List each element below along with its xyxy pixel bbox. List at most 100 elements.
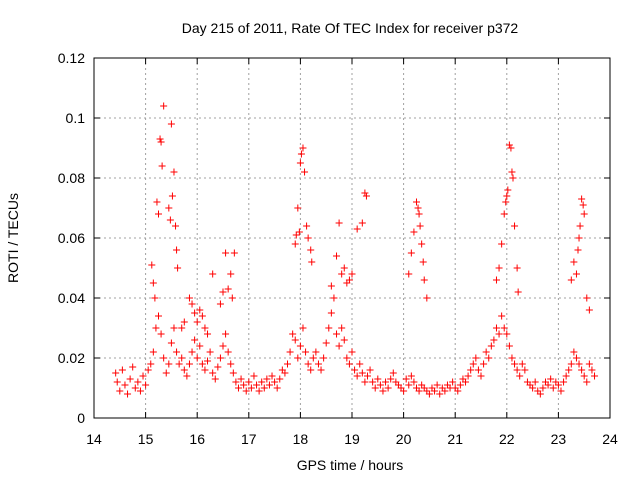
data-point bbox=[224, 348, 232, 356]
data-point bbox=[204, 330, 212, 338]
data-point bbox=[414, 204, 422, 212]
data-point bbox=[462, 378, 470, 386]
data-point bbox=[500, 324, 508, 332]
data-point bbox=[418, 240, 426, 248]
data-point bbox=[281, 369, 289, 377]
data-point bbox=[258, 378, 266, 386]
data-point bbox=[174, 264, 182, 272]
data-point bbox=[234, 384, 242, 392]
data-point bbox=[255, 387, 263, 395]
data-point bbox=[188, 300, 196, 308]
data-point bbox=[410, 378, 418, 386]
data-point bbox=[193, 318, 201, 326]
data-point bbox=[531, 378, 539, 386]
data-point bbox=[572, 354, 580, 362]
data-point bbox=[578, 195, 586, 203]
data-point bbox=[307, 366, 315, 374]
data-point bbox=[583, 294, 591, 302]
x-tick-label: 17 bbox=[241, 431, 257, 447]
data-point bbox=[363, 372, 371, 380]
data-point bbox=[188, 348, 196, 356]
data-point bbox=[295, 228, 303, 236]
data-point bbox=[539, 384, 547, 392]
data-point bbox=[454, 387, 462, 395]
data-point bbox=[180, 366, 188, 374]
data-point bbox=[297, 150, 305, 158]
y-tick-label: 0.04 bbox=[58, 290, 85, 306]
data-point bbox=[572, 270, 580, 278]
data-point bbox=[216, 354, 224, 362]
data-point bbox=[296, 342, 304, 350]
data-point bbox=[322, 339, 330, 347]
data-point bbox=[160, 354, 168, 362]
data-point bbox=[579, 201, 587, 209]
data-point bbox=[441, 387, 449, 395]
data-point bbox=[425, 390, 433, 398]
data-point bbox=[374, 375, 382, 383]
data-point bbox=[157, 330, 165, 338]
data-point bbox=[513, 264, 521, 272]
data-point bbox=[304, 360, 312, 368]
data-point bbox=[219, 342, 227, 350]
data-point bbox=[333, 330, 341, 338]
data-point bbox=[168, 192, 176, 200]
data-point bbox=[474, 366, 482, 374]
data-point bbox=[224, 285, 232, 293]
data-point bbox=[308, 258, 316, 266]
data-point bbox=[149, 279, 157, 287]
data-point bbox=[160, 102, 168, 110]
data-point bbox=[505, 141, 513, 149]
data-point bbox=[485, 354, 493, 362]
data-point bbox=[309, 354, 317, 362]
data-point bbox=[333, 252, 341, 260]
data-point bbox=[580, 210, 588, 218]
data-point bbox=[173, 246, 181, 254]
data-point bbox=[294, 204, 302, 212]
data-point bbox=[549, 384, 557, 392]
data-point bbox=[420, 276, 428, 284]
data-point bbox=[211, 375, 219, 383]
data-point bbox=[185, 360, 193, 368]
data-point bbox=[366, 366, 374, 374]
x-tick-labels: 14 15 16 17 18 19 20 21 22 23 24 bbox=[86, 431, 618, 447]
data-point bbox=[560, 378, 568, 386]
data-point bbox=[407, 372, 415, 380]
data-point bbox=[185, 294, 193, 302]
data-point bbox=[518, 360, 526, 368]
data-point bbox=[529, 384, 537, 392]
data-point bbox=[574, 246, 582, 254]
data-point bbox=[498, 240, 506, 248]
data-point bbox=[576, 222, 584, 230]
data-point bbox=[504, 186, 512, 194]
data-point bbox=[345, 360, 353, 368]
data-point bbox=[263, 375, 271, 383]
data-point bbox=[570, 258, 578, 266]
x-tick-label: 21 bbox=[447, 431, 463, 447]
y-tick-label: 0.1 bbox=[66, 110, 86, 126]
data-point bbox=[585, 306, 593, 314]
y-tick-label: 0.08 bbox=[58, 170, 85, 186]
data-point bbox=[343, 354, 351, 362]
data-point bbox=[505, 342, 513, 350]
data-point bbox=[343, 279, 351, 287]
data-point bbox=[118, 366, 126, 374]
data-point bbox=[565, 366, 573, 374]
data-point bbox=[387, 375, 395, 383]
data-point bbox=[353, 372, 361, 380]
data-point bbox=[317, 366, 325, 374]
data-point bbox=[191, 336, 199, 344]
data-point bbox=[134, 378, 142, 386]
data-point bbox=[492, 324, 500, 332]
x-tick-label: 15 bbox=[138, 431, 154, 447]
data-point bbox=[172, 222, 180, 230]
data-point bbox=[136, 387, 144, 395]
data-point bbox=[206, 348, 214, 356]
data-point bbox=[503, 192, 511, 200]
data-point bbox=[330, 294, 338, 302]
data-point bbox=[158, 162, 166, 170]
data-point bbox=[578, 366, 586, 374]
data-point bbox=[216, 300, 224, 308]
data-point bbox=[335, 219, 343, 227]
data-point bbox=[335, 342, 343, 350]
data-point bbox=[467, 366, 475, 374]
